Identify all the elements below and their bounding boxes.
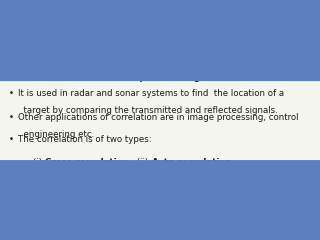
Text: The correlation is of two types:: The correlation is of two types:	[19, 135, 152, 144]
Text: Auto-correlation: Auto-correlation	[151, 158, 232, 167]
Text: target by comparing the transmitted and reflected signals.: target by comparing the transmitted and …	[19, 106, 278, 115]
Text: (ii): (ii)	[134, 158, 150, 167]
Text: •: •	[9, 89, 14, 98]
Text: .: .	[227, 72, 229, 82]
Text: engineering etc.: engineering etc.	[19, 130, 95, 139]
Text: between signals and is found using a: between signals and is found using a	[149, 49, 313, 58]
Text: Correlation: Correlation	[12, 11, 125, 29]
Text: Cross correlation: Cross correlation	[45, 158, 129, 167]
Text: It is used in radar and sonar systems to find  the location of a: It is used in radar and sonar systems to…	[19, 89, 284, 98]
Text: to compare two signals: to compare two signals	[107, 72, 220, 82]
Text: Other applications of correlation are in image processing, control: Other applications of correlation are in…	[19, 113, 299, 122]
Text: •: •	[9, 49, 14, 58]
Text: •: •	[9, 113, 14, 122]
Text: (i): (i)	[33, 158, 44, 167]
Text: •: •	[9, 135, 14, 144]
Text: Correlation is used: Correlation is used	[19, 72, 102, 82]
Text: It is a measure of: It is a measure of	[19, 49, 96, 58]
Text: process similar to convolution.: process similar to convolution.	[19, 66, 156, 75]
Text: •: •	[9, 72, 14, 82]
Text: 4.5: 4.5	[247, 229, 255, 234]
Text: similarity: similarity	[100, 49, 147, 58]
